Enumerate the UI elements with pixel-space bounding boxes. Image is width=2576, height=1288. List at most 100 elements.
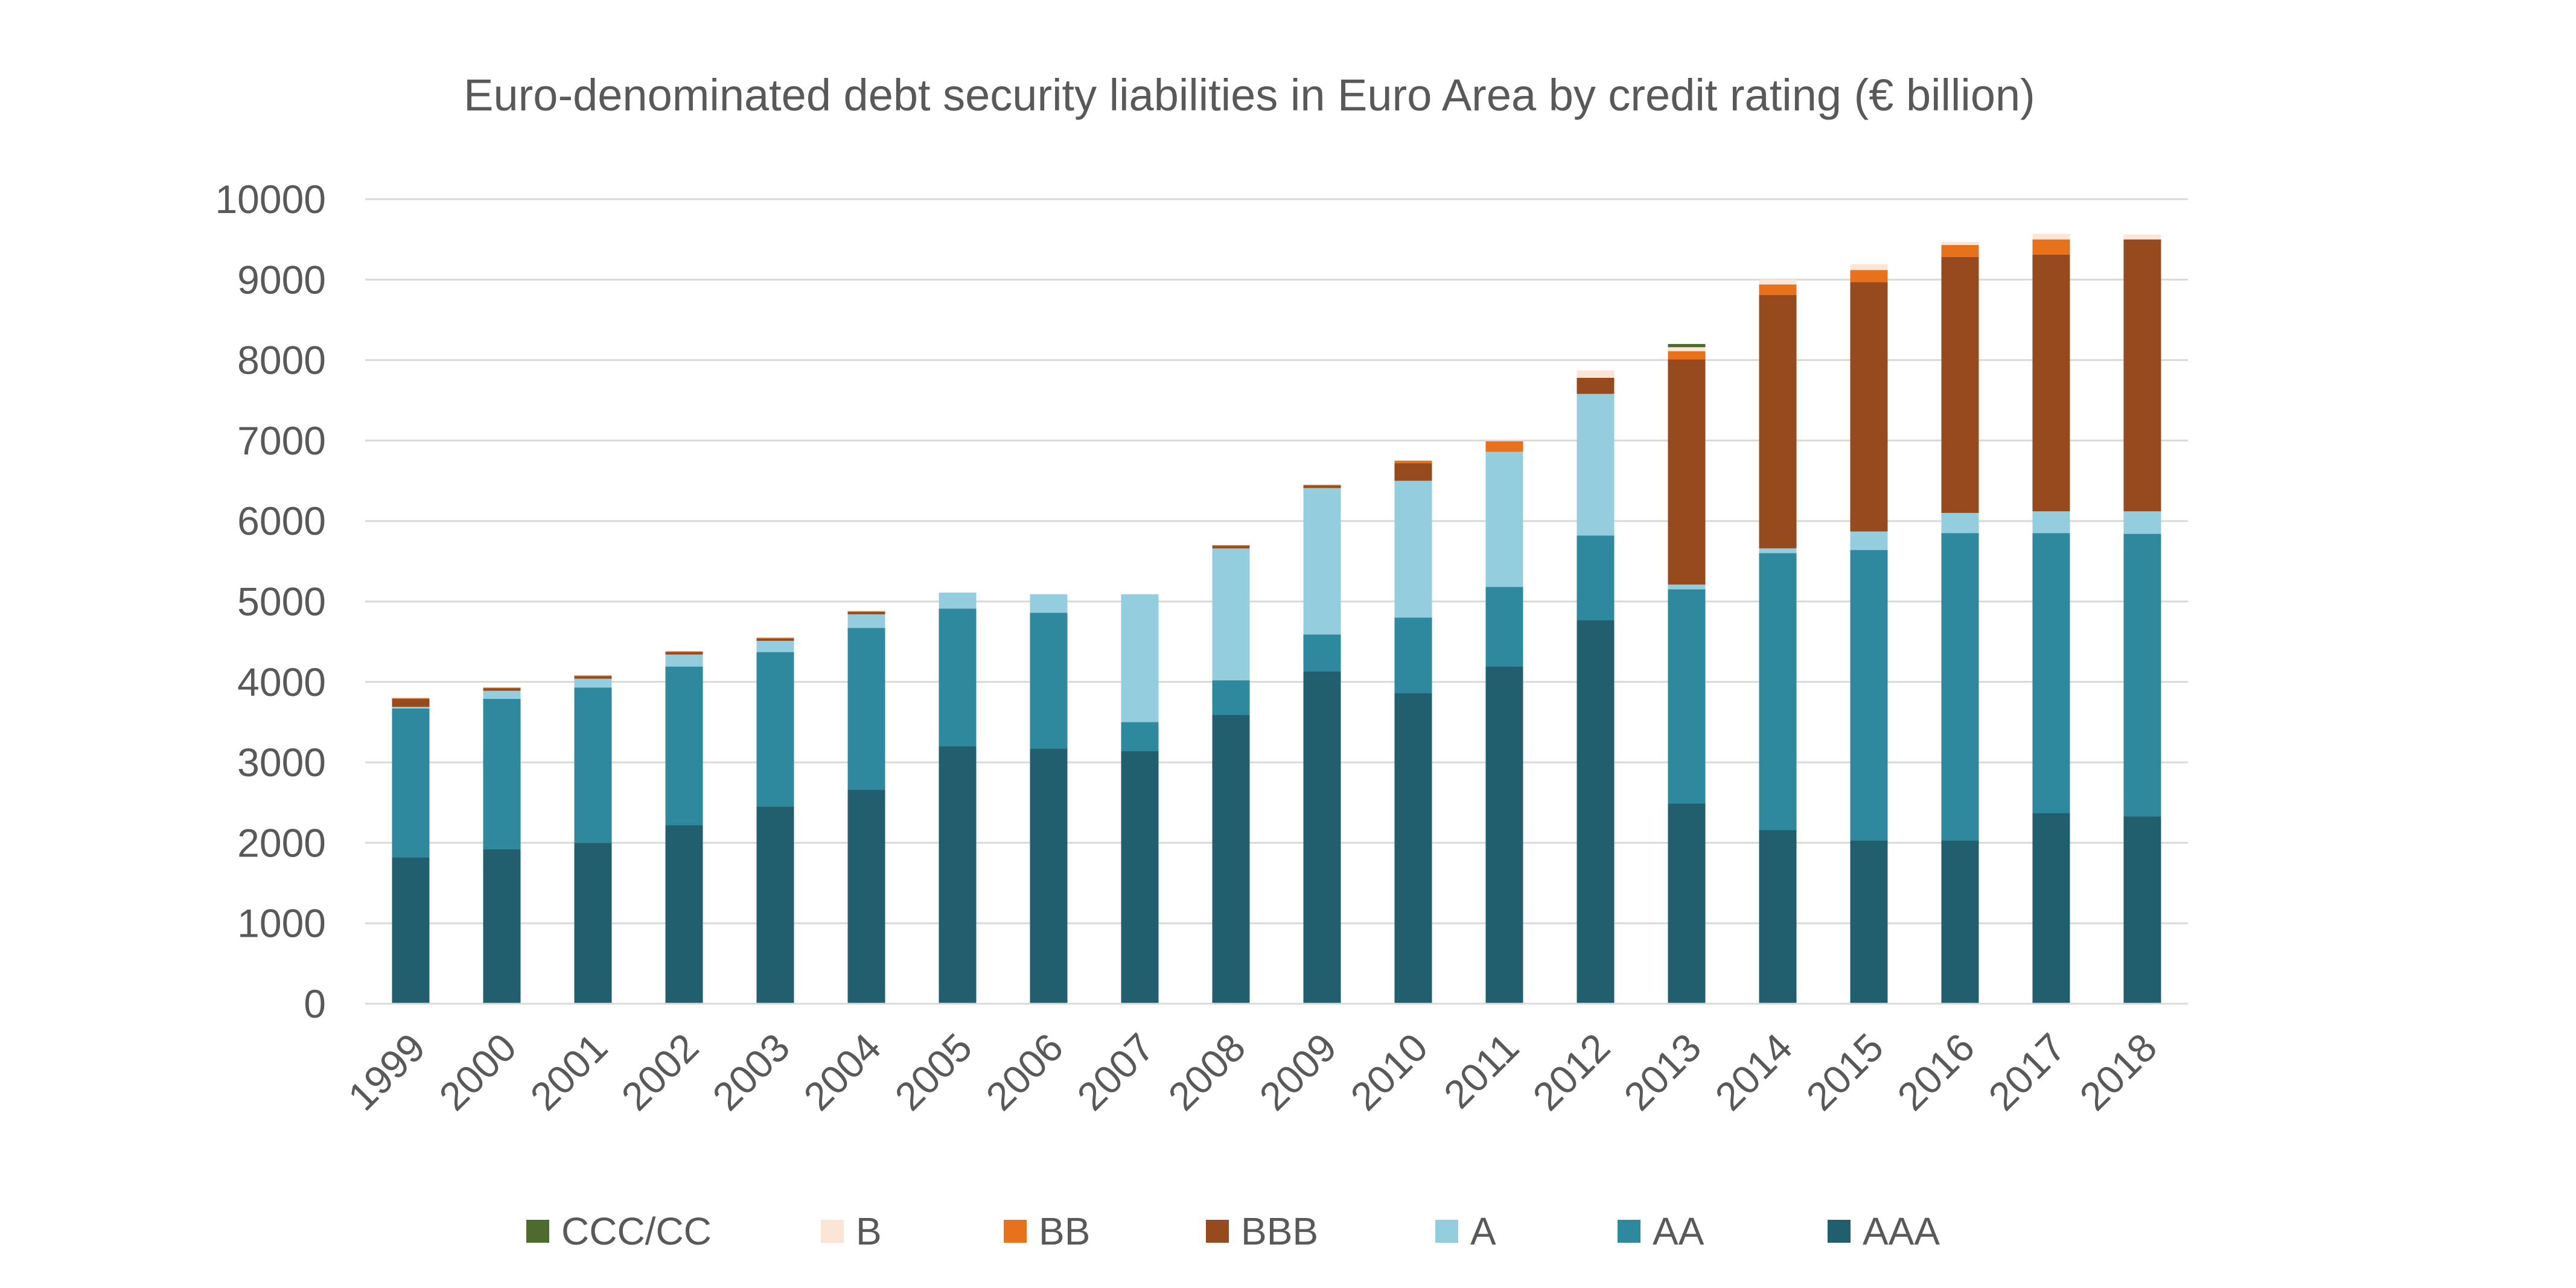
y-tick-label-5000: 5000	[237, 579, 326, 624]
y-tick-label-9000: 9000	[237, 257, 326, 302]
x-tick-label-2008: 2008	[1159, 1025, 1254, 1119]
bar-a-2007	[1121, 594, 1159, 722]
bar-stack-2018	[2123, 234, 2161, 1004]
bar-bb-2017	[2032, 239, 2070, 255]
bar-aaa-2014	[1759, 830, 1797, 1004]
bar-stack-2001	[574, 675, 612, 1004]
bar-stack-2007	[1121, 594, 1159, 1004]
bar-aa-2005	[939, 608, 977, 747]
bar-b-2014	[1759, 279, 1797, 285]
legend-label-b: B	[856, 1210, 882, 1253]
legend-label-aaa: AAA	[1863, 1210, 1940, 1253]
legend-item-b: B	[821, 1210, 882, 1253]
bar-aaa-2004	[847, 789, 885, 1004]
bar-aa-2014	[1759, 553, 1797, 831]
bar-stack-2003	[756, 637, 794, 1004]
bar-a-2014	[1759, 548, 1797, 553]
legend-label-aa: AA	[1653, 1210, 1704, 1253]
bar-bb-2011	[1485, 441, 1523, 452]
bar-aa-2017	[2032, 533, 2070, 814]
bar-b-2017	[2032, 234, 2070, 240]
y-axis-tick-labels: 0 1000 2000 3000 4000 5000 6000 7000 8000 9000 100…	[215, 177, 326, 1026]
legend-swatch-aa	[1618, 1220, 1640, 1243]
bar-stack-2005	[939, 592, 977, 1004]
y-tick-label-7000: 7000	[237, 418, 326, 463]
x-tick-label-2006: 2006	[977, 1025, 1071, 1119]
x-tick-label-2004: 2004	[795, 1025, 889, 1119]
legend-swatch-a	[1435, 1220, 1458, 1243]
bar-aa-2016	[1941, 533, 1979, 841]
legend: CCC/CC B BB BBB A AA AAA	[526, 1210, 1940, 1253]
bar-aaa-2003	[756, 806, 794, 1004]
bar-aaa-1999	[392, 857, 430, 1004]
gridlines	[365, 198, 2188, 925]
bar-bbb-2002	[665, 652, 703, 655]
bar-aaa-2015	[1850, 840, 1888, 1004]
legend-label-bbb: BBB	[1241, 1210, 1318, 1253]
legend-item-ccc-cc: CCC/CC	[526, 1210, 712, 1253]
legend-swatch-ccc-cc	[526, 1220, 549, 1243]
bar-a-2013	[1668, 584, 1706, 590]
y-tick-label-8000: 8000	[237, 338, 326, 383]
bar-stack-2015	[1850, 264, 1888, 1004]
bar-stack-2010	[1394, 461, 1432, 1004]
bar-aa-2009	[1303, 634, 1341, 672]
bar-aa-2015	[1850, 550, 1888, 841]
bar-aaa-2009	[1303, 671, 1341, 1004]
x-tick-label-2014: 2014	[1706, 1025, 1800, 1119]
bar-a-2002	[665, 654, 703, 667]
bar-a-2015	[1850, 531, 1888, 550]
x-tick-label-2017: 2017	[1980, 1025, 2074, 1119]
bar-aa-2010	[1394, 617, 1432, 693]
bar-a-2017	[2032, 511, 2070, 534]
legend-label-a: A	[1470, 1210, 1496, 1253]
bar-b-2015	[1850, 264, 1888, 270]
bar-a-2012	[1577, 394, 1615, 536]
bar-a-2011	[1485, 451, 1523, 587]
bar-aa-1999	[392, 708, 430, 858]
x-tick-label-2007: 2007	[1068, 1025, 1162, 1119]
y-tick-label-6000: 6000	[237, 499, 326, 543]
bar-aaa-2000	[483, 849, 521, 1004]
bar-aaa-2006	[1030, 748, 1068, 1004]
x-tick-label-2001: 2001	[521, 1025, 616, 1119]
x-tick-label-2002: 2002	[613, 1025, 707, 1119]
bar-aa-2007	[1121, 722, 1159, 751]
bar-aaa-2005	[939, 746, 977, 1004]
bar-stack-2013	[1668, 343, 1706, 1004]
legend-label-ccc-cc: CCC/CC	[561, 1210, 712, 1253]
bar-a-2001	[574, 678, 612, 688]
bar-a-2016	[1941, 512, 1979, 534]
bar-b-2016	[1941, 241, 1979, 245]
bar-aa-2006	[1030, 613, 1068, 749]
bar-b-2012	[1577, 370, 1615, 378]
x-tick-label-2000: 2000	[430, 1025, 524, 1119]
x-tick-label-2005: 2005	[886, 1025, 980, 1119]
y-tick-label-0: 0	[304, 981, 326, 1026]
bar-bbb-1999	[392, 698, 430, 707]
bar-stack-2017	[2032, 234, 2070, 1004]
bar-bbb-2016	[1941, 257, 1979, 513]
bar-bbb-2004	[847, 611, 885, 614]
bar-bb-2002	[665, 651, 703, 652]
bar-bb-2016	[1941, 244, 1979, 257]
x-tick-label-2010: 2010	[1342, 1025, 1436, 1119]
legend-item-bb: BB	[1004, 1210, 1090, 1253]
bar-aa-2000	[483, 698, 521, 850]
bar-ccc-cc-2013	[1668, 343, 1706, 348]
bar-aa-2001	[574, 687, 612, 843]
x-tick-label-2013: 2013	[1615, 1025, 1709, 1119]
bar-bb-2015	[1850, 270, 1888, 282]
bar-bbb-2009	[1303, 485, 1341, 488]
bar-aa-2004	[847, 628, 885, 790]
bar-aaa-2002	[665, 825, 703, 1004]
bar-bbb-2012	[1577, 377, 1615, 394]
bar-stack-2008	[1212, 545, 1250, 1004]
bar-bb-2003	[756, 637, 794, 639]
bar-bbb-2015	[1850, 282, 1888, 532]
bar-a-2010	[1394, 480, 1432, 618]
bar-a-2018	[2123, 511, 2161, 534]
y-tick-label-10000: 10000	[215, 177, 326, 222]
